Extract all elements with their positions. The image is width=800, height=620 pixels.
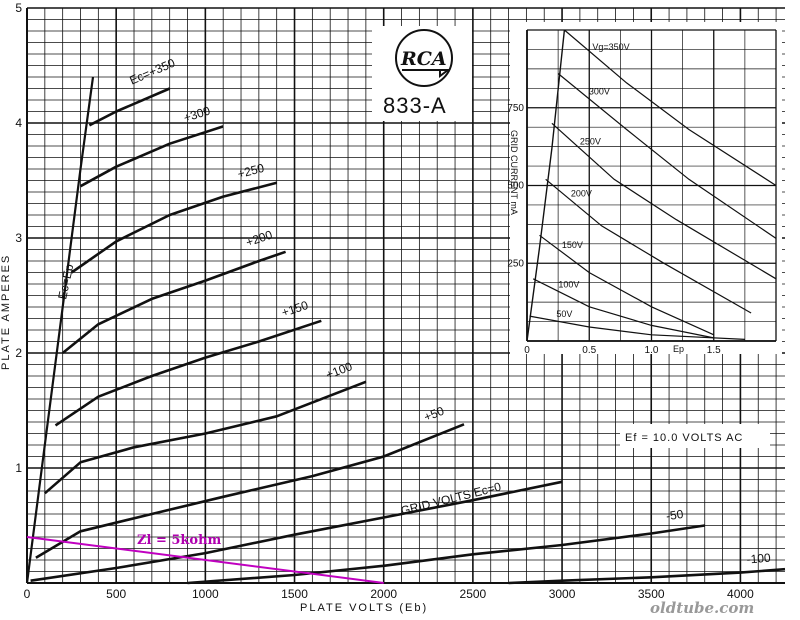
x-tick-label: 1500 xyxy=(281,587,308,601)
x-tick-label: 2000 xyxy=(370,587,397,601)
plate-curve-4 xyxy=(54,319,322,427)
inset-y-tick-label: 500 xyxy=(507,181,524,192)
x-tick-label: 3500 xyxy=(638,587,665,601)
y-axis-title: PLATE AMPERES xyxy=(0,254,12,370)
plate-curve-2 xyxy=(70,181,278,274)
inset-curve-1 xyxy=(557,73,777,239)
inset-y-tick-label: 750 xyxy=(507,103,524,114)
inset-curve-label-4: 150V xyxy=(562,240,583,250)
curve-label-2: +250 xyxy=(236,161,266,181)
grid-current-inset: Vg=350V 300V 250V 200V 150V 100V 50V 0 0.5 1.0 1.… xyxy=(507,22,782,356)
x-tick-label: 500 xyxy=(106,587,126,601)
inset-curve-3 xyxy=(545,178,752,314)
ec-ep-label: Ec=Ep xyxy=(55,262,76,300)
inset-curve-5 xyxy=(532,278,714,339)
plate-curve-5 xyxy=(43,380,367,495)
watermark: oldtube.com xyxy=(650,599,754,617)
inset-x-tick-label: 0 xyxy=(524,345,530,356)
curve-label-9: -100 xyxy=(746,551,771,567)
y-tick-label: 3 xyxy=(15,231,22,245)
inset-curve-label-2: 250V xyxy=(580,137,601,147)
curve-label-8: -50 xyxy=(665,507,685,523)
main-axes xyxy=(26,8,785,584)
inset-y-axis-title: GRID CURRENT mA xyxy=(509,130,519,215)
x-tick-label: 3000 xyxy=(549,587,576,601)
y-tick-label: 2 xyxy=(15,346,22,360)
filament-note-box xyxy=(620,424,770,448)
curve-label-6: +50 xyxy=(422,404,446,425)
x-tick-label: 0 xyxy=(24,587,31,601)
rca-lightning-icon xyxy=(402,69,451,78)
y-tick-label: 5 xyxy=(15,1,22,15)
plate-curve-6 xyxy=(35,423,465,559)
load-line xyxy=(26,536,384,584)
inset-curve-label-3: 200V xyxy=(571,188,592,198)
plate-curve-0 xyxy=(88,87,171,127)
plate-curve-8 xyxy=(187,524,705,585)
inset-x-tick-label: 1.0 xyxy=(645,345,659,356)
curve-label-5: +100 xyxy=(324,359,355,382)
brand-logo-text: RCA xyxy=(400,48,447,70)
x-tick-label: 2500 xyxy=(460,587,487,601)
ec-ep-line-path xyxy=(25,76,95,584)
ec-ep-line xyxy=(25,76,95,584)
y-tick-label: 1 xyxy=(15,461,22,475)
main-grid xyxy=(26,7,785,584)
inset-curve-label-0: Vg=350V xyxy=(592,42,629,52)
inset-curve-label-1: 300V xyxy=(589,87,610,97)
plate-curve-1 xyxy=(79,125,224,188)
inset-curve-6 xyxy=(529,315,745,340)
load-line-label: Zl = 5kohm xyxy=(137,533,222,548)
plate-curve-9 xyxy=(508,567,786,585)
inset-envelope xyxy=(526,29,566,342)
inset-y-tick-label: 250 xyxy=(507,258,524,269)
plate-curve-3 xyxy=(61,250,287,355)
rca-logo-icon xyxy=(395,29,453,87)
x-tick-label: 4000 xyxy=(727,587,754,601)
plate-curves: Ec=+350+300+250+200+150+100+50-50-100 xyxy=(30,56,786,585)
inset-curve-label-5: 100V xyxy=(558,279,579,289)
curve-label-1: +300 xyxy=(182,103,212,125)
inset-x-tick-label: 0.5 xyxy=(582,345,596,356)
x-tick-label: 1000 xyxy=(192,587,219,601)
inset-curve-0 xyxy=(564,29,777,187)
grid-volts-label: GRID VOLTS Ec=0 xyxy=(399,479,502,518)
x-axis-title: PLATE VOLTS (Eb) xyxy=(300,602,428,614)
inset-tick-labels: 0 0.5 1.0 1.5 250 500 750 xyxy=(507,103,721,356)
inset-curve-4 xyxy=(539,234,715,336)
inset-curve-label-6: 50V xyxy=(556,309,572,319)
tube-type: 833-A xyxy=(383,93,447,118)
inset-grid xyxy=(526,29,777,342)
y-tick-label: 4 xyxy=(15,116,22,130)
plate-curve-7 xyxy=(30,480,563,582)
inset-curve-2 xyxy=(551,122,777,280)
inset-curves: Vg=350V 300V 250V 200V 150V 100V 50V xyxy=(526,29,777,342)
inset-x-axis-title: Ep xyxy=(673,344,684,354)
load-line-path xyxy=(26,536,384,584)
filament-note: Ef = 10.0 VOLTS AC xyxy=(625,432,743,444)
inset-x-tick-label: 1.5 xyxy=(707,345,721,356)
